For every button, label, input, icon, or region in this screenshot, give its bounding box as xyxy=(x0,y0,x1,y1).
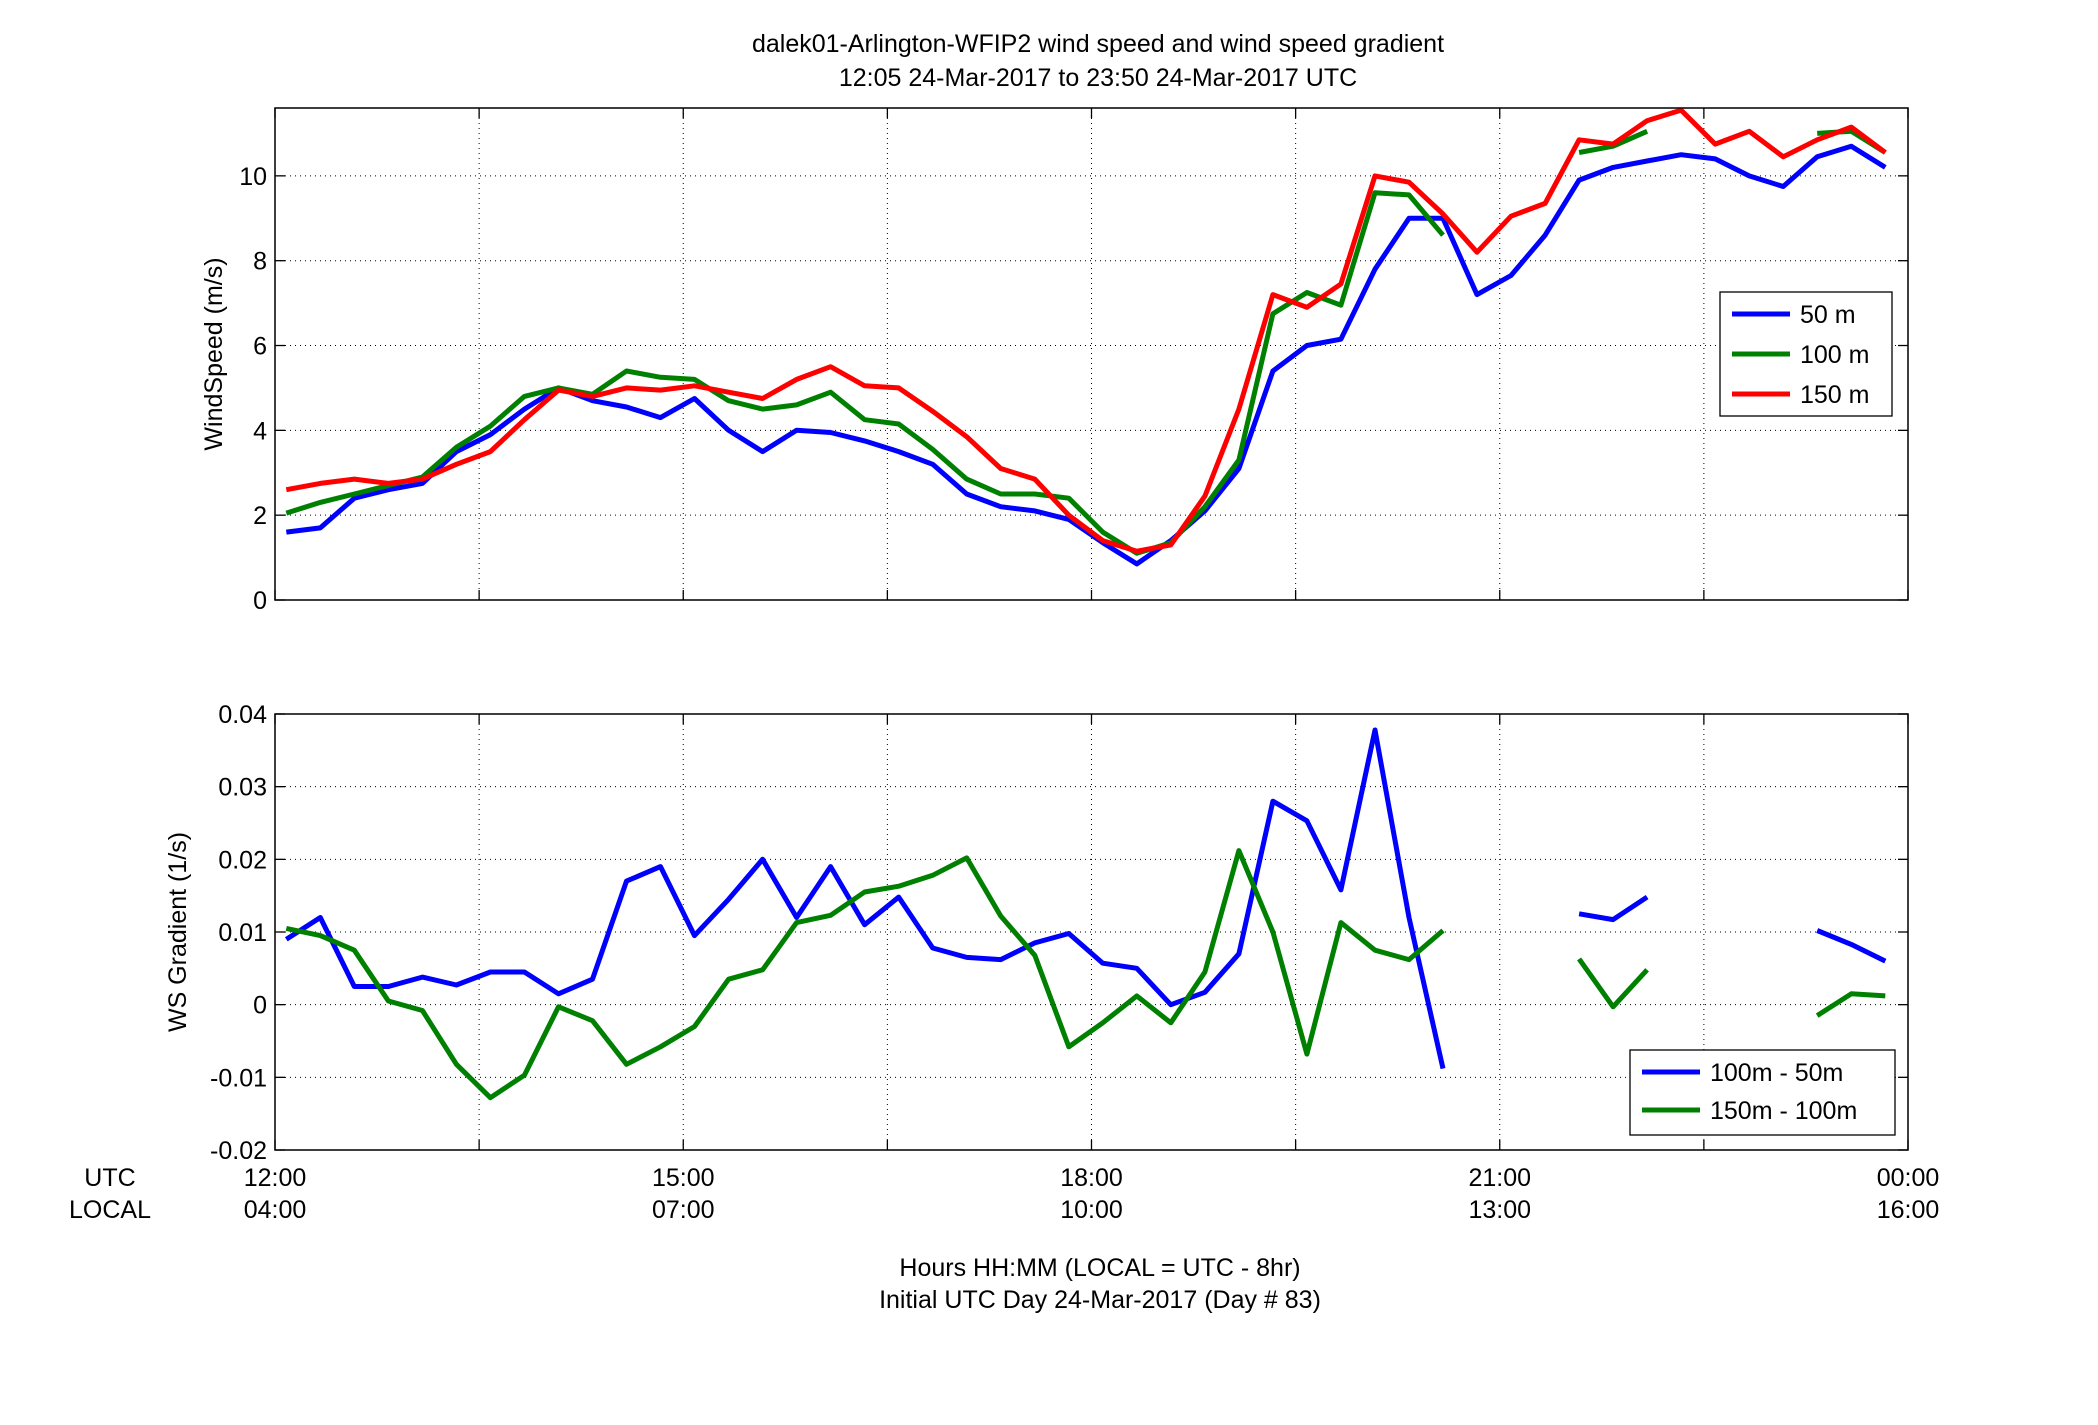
x-tick-label-local: 13:00 xyxy=(1468,1196,1531,1224)
x-axis-label-line1: Hours HH:MM (LOCAL = UTC - 8hr) xyxy=(899,1254,1300,1282)
x-tick-label-utc: 18:00 xyxy=(1060,1164,1123,1192)
legend-label: 150 m xyxy=(1800,381,1869,409)
gradient-legend: 100m - 50m 150m - 100m xyxy=(1629,1049,1896,1136)
gradient-plot-border xyxy=(274,713,1909,1151)
y-tick-label: 4 xyxy=(253,417,267,445)
y-tick-label: 6 xyxy=(253,333,267,361)
legend-label: 100 m xyxy=(1800,341,1869,369)
wind-speed-ylabel: WindSpeed (m/s) xyxy=(200,257,228,450)
x-tick-labels: 12:00 04:00 15:00 07:00 18:00 10:00 21:00 13:00… xyxy=(244,1164,1940,1224)
gradient-legend-box xyxy=(1629,1049,1896,1136)
y-tick-label: -0.02 xyxy=(210,1137,267,1165)
series-line xyxy=(285,107,1887,554)
y-tick-label: 8 xyxy=(253,248,267,276)
y-tick-label: 0.03 xyxy=(218,774,267,802)
gradient-ylabel: WS Gradient (1/s) xyxy=(164,832,192,1032)
local-row-label: LOCAL xyxy=(69,1196,151,1224)
wind-speed-plot-border xyxy=(274,107,1909,601)
wind-speed-panel: 0 2 4 6 8 10 WindSpeed (m/s) 50 m 100 m 150 m xyxy=(200,107,1909,615)
legend-label: 100m - 50m xyxy=(1710,1059,1843,1087)
x-tick-label-local: 10:00 xyxy=(1060,1196,1123,1224)
wind-speed-legend: 50 m 100 m 150 m xyxy=(1719,291,1893,417)
y-tick-label: 0.04 xyxy=(218,701,267,729)
utc-row-label: UTC xyxy=(84,1164,135,1192)
x-tick-label-local: 16:00 xyxy=(1877,1196,1940,1224)
x-tick-label-local: 07:00 xyxy=(652,1196,715,1224)
chart-title-line1: dalek01-Arlington-WFIP2 wind speed and w… xyxy=(752,30,1444,58)
x-tick-label-local: 04:00 xyxy=(244,1196,307,1224)
wind-speed-grid xyxy=(275,108,1908,600)
chart-title-line2: 12:05 24-Mar-2017 to 23:50 24-Mar-2017 U… xyxy=(839,64,1357,92)
x-tick-label-utc: 00:00 xyxy=(1877,1164,1940,1192)
y-tick-label: 0.01 xyxy=(218,919,267,947)
x-tick-label-utc: 15:00 xyxy=(652,1164,715,1192)
series-line xyxy=(1578,895,1649,923)
series-line xyxy=(285,190,1445,556)
y-tick-label: -0.01 xyxy=(210,1064,267,1092)
series-line xyxy=(1815,991,1886,1018)
series-line xyxy=(285,848,1445,1101)
y-tick-label: 0.02 xyxy=(218,846,267,874)
y-tick-label: 2 xyxy=(253,502,267,530)
gradient-panel: -0.02 -0.01 0 0.01 0.02 0.03 0.04 WS Gradient … xyxy=(164,701,1909,1165)
x-tick-label-utc: 21:00 xyxy=(1468,1164,1531,1192)
series-line xyxy=(1577,957,1649,1010)
series-line xyxy=(284,727,1446,1070)
legend-label: 50 m xyxy=(1800,301,1856,329)
wind-speed-series xyxy=(285,107,1887,567)
y-tick-label: 10 xyxy=(239,163,267,191)
gradient-series xyxy=(284,727,1887,1101)
x-tick-label-utc: 12:00 xyxy=(244,1164,307,1192)
y-tick-label: 0 xyxy=(253,587,267,615)
series-line xyxy=(1816,928,1887,964)
y-tick-label: 0 xyxy=(253,992,267,1020)
legend-label: 150m - 100m xyxy=(1710,1097,1857,1125)
x-axis-label-line2: Initial UTC Day 24-Mar-2017 (Day # 83) xyxy=(879,1286,1321,1314)
